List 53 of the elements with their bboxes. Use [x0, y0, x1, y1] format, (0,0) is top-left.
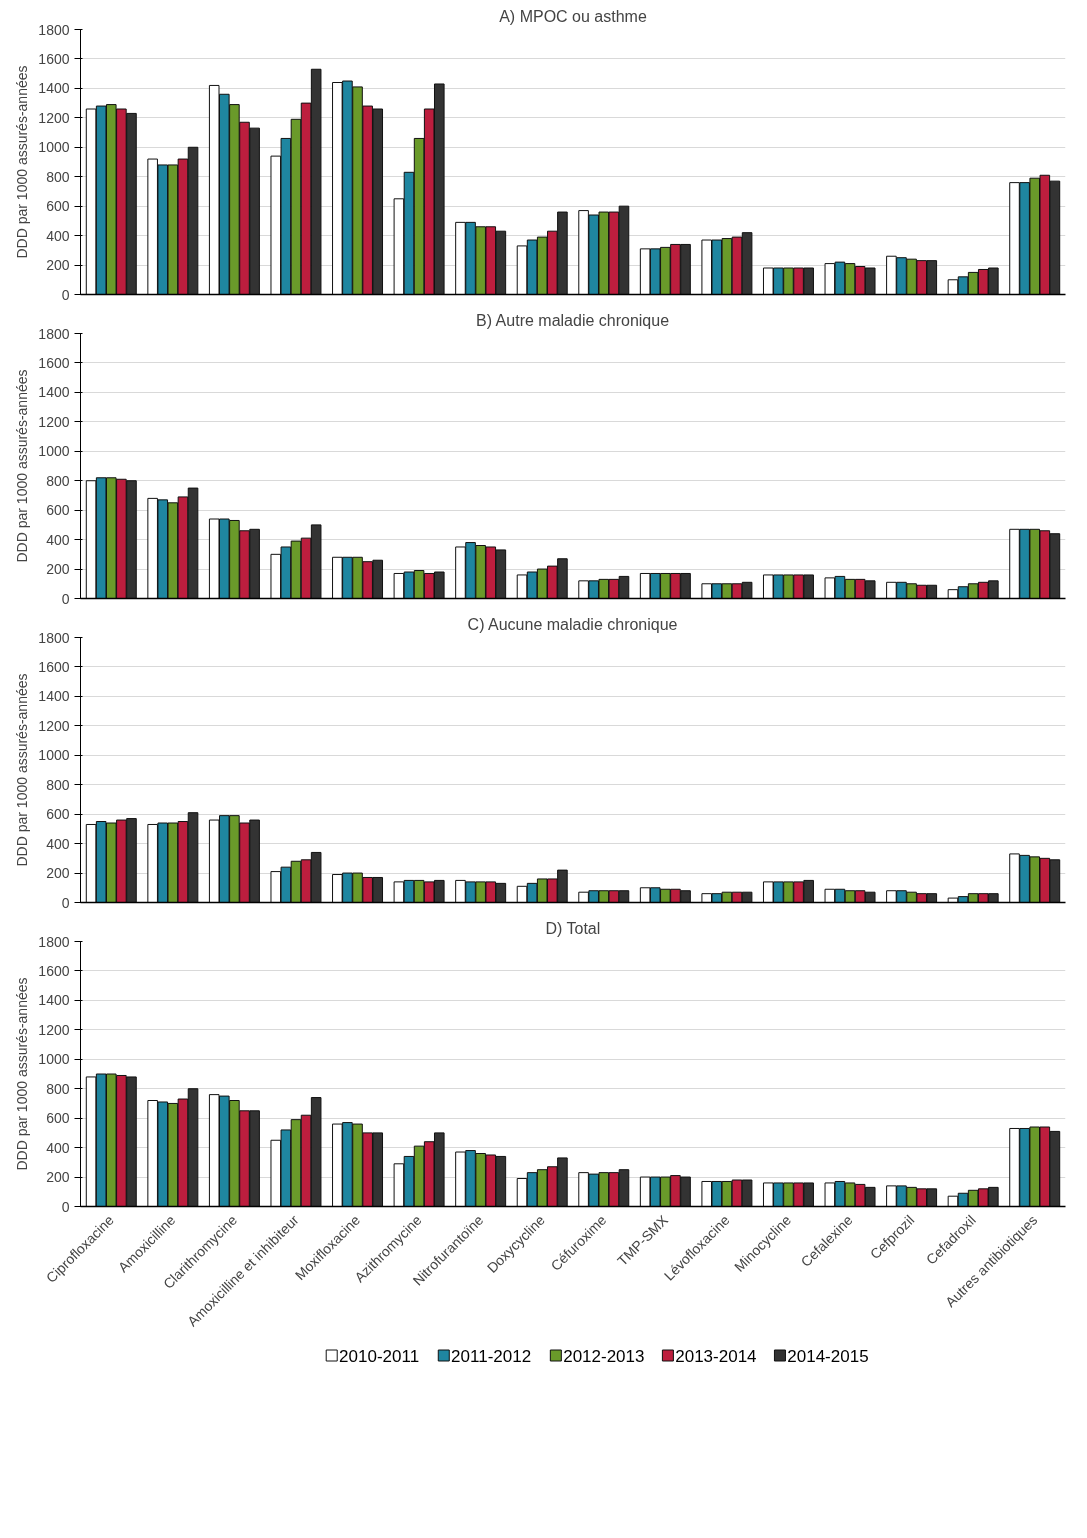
- y-tick-label: 1400: [38, 384, 70, 401]
- y-tick-label: 1600: [38, 962, 70, 979]
- y-tick-label: 1800: [38, 21, 70, 38]
- y-tick-label: 0: [61, 894, 70, 911]
- y-axis-title: DDD par 1000 assurés-années: [14, 673, 31, 867]
- y-tick-label: 1400: [38, 992, 70, 1009]
- y-tick-label: 1000: [38, 443, 70, 460]
- y-tick-label: 400: [46, 531, 70, 548]
- y-tick-label: 200: [46, 561, 70, 578]
- chart-title: A) MPOC ou asthme: [499, 7, 647, 25]
- y-axis-title: DDD par 1000 assurés-années: [14, 65, 31, 259]
- y-tick-label: 800: [46, 472, 70, 489]
- y-tick-label: 0: [61, 286, 70, 303]
- y-tick-label: 1400: [38, 80, 70, 97]
- y-tick-label: 200: [46, 1169, 70, 1186]
- y-tick-label: 1200: [38, 1021, 70, 1038]
- chart-title: D) Total: [545, 919, 601, 937]
- y-axis-title: DDD par 1000 assurés-années: [14, 977, 31, 1171]
- y-tick-label: 1000: [38, 747, 70, 764]
- y-tick-label: 1800: [38, 629, 70, 646]
- y-tick-label: 400: [46, 1139, 70, 1156]
- y-tick-label: 600: [46, 198, 70, 215]
- legend-label: 2014-2015: [787, 1346, 869, 1366]
- y-tick-label: 600: [46, 806, 70, 823]
- y-tick-label: 0: [61, 590, 70, 607]
- y-tick-label: 0: [61, 1198, 70, 1215]
- y-axis-title: DDD par 1000 assurés-années: [14, 369, 31, 563]
- y-tick-label: 1600: [38, 354, 70, 371]
- legend-label: 2011-2012: [451, 1346, 532, 1366]
- y-tick-label: 1200: [38, 109, 70, 126]
- y-tick-label: 1800: [38, 933, 70, 950]
- legend-label: 2010-2011: [339, 1346, 420, 1366]
- y-tick-label: 800: [46, 168, 70, 185]
- y-tick-label: 1600: [38, 50, 70, 67]
- y-tick-label: 1800: [38, 325, 70, 342]
- y-tick-label: 1000: [38, 139, 70, 156]
- y-tick-label: 600: [46, 502, 70, 519]
- y-tick-label: 600: [46, 1110, 70, 1127]
- y-tick-label: 1000: [38, 1051, 70, 1068]
- legend-label: 2012-2013: [563, 1346, 645, 1366]
- y-tick-label: 1400: [38, 688, 70, 705]
- y-tick-label: 1200: [38, 413, 70, 430]
- chart-title: B) Autre maladie chronique: [476, 311, 670, 329]
- y-tick-label: 1200: [38, 717, 70, 734]
- chart-title: C) Aucune maladie chronique: [467, 615, 678, 633]
- y-tick-label: 800: [46, 1080, 70, 1097]
- y-tick-label: 400: [46, 835, 70, 852]
- y-tick-label: 200: [46, 865, 70, 882]
- y-tick-label: 1600: [38, 658, 70, 675]
- y-tick-label: 200: [46, 257, 70, 274]
- y-tick-label: 800: [46, 776, 70, 793]
- y-tick-label: 400: [46, 227, 70, 244]
- legend-label: 2013-2014: [675, 1346, 757, 1366]
